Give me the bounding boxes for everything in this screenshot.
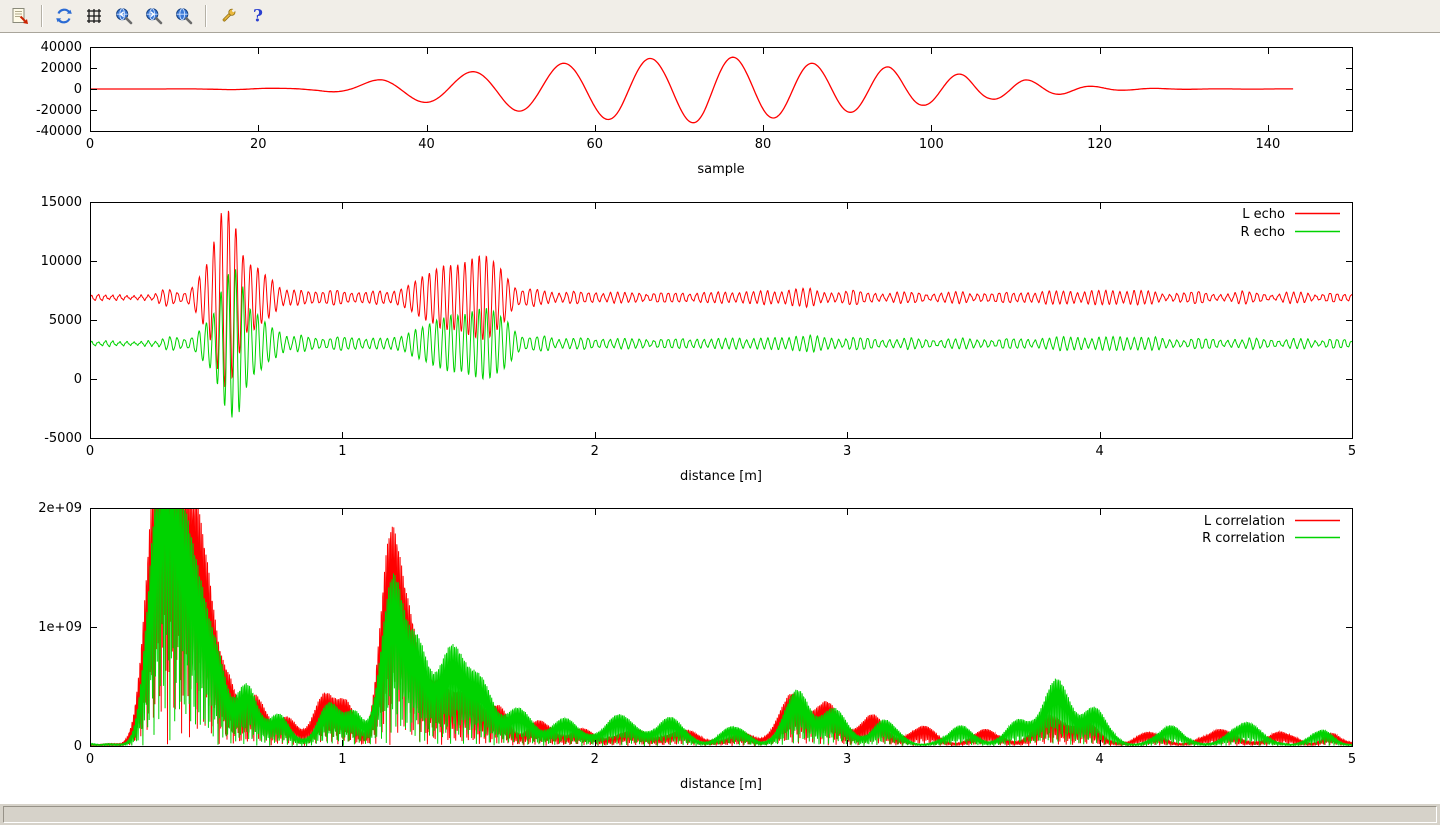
zoom-previous-button[interactable] (110, 3, 138, 30)
x-tick-label: 20 (250, 137, 267, 152)
x-tick-label: 140 (1255, 137, 1280, 152)
toolbar-separator (41, 5, 43, 27)
x-axis-label: distance [m] (680, 469, 762, 484)
zoom-next-icon (144, 6, 164, 26)
x-tick-label: 2 (591, 752, 599, 767)
status-message (3, 806, 1437, 823)
replot-icon (54, 6, 74, 26)
x-tick-label: 4 (1095, 444, 1103, 459)
gnuplot-window: ? 020406080100120140-40000-2000002000040… (0, 0, 1440, 825)
x-tick-label: 4 (1095, 752, 1103, 767)
grid-icon (84, 6, 104, 26)
toolbar: ? (0, 0, 1440, 33)
x-tick-label: 80 (755, 137, 772, 152)
clipboard-icon (10, 6, 30, 26)
y-tick-label: 10000 (41, 254, 82, 269)
y-tick-label: 20000 (41, 61, 82, 76)
y-tick-label: 0 (74, 739, 82, 754)
status-bar (0, 803, 1440, 825)
y-tick-label: 40000 (41, 40, 82, 55)
autoscale-button[interactable] (170, 3, 198, 30)
wrench-icon (218, 6, 238, 26)
toggle-grid-button[interactable] (80, 3, 108, 30)
chart-1: 0 20 40 60 80 100 120 140 -40000 -20000 0 20000 4000… (36, 40, 1353, 177)
y-tick-label: -5000 (44, 431, 82, 446)
configure-button[interactable] (214, 3, 242, 30)
series-r-correlation (90, 508, 1352, 746)
y-tick-label: 15000 (41, 195, 82, 210)
toolbar-separator (205, 5, 207, 27)
x-tick-label: 3 (843, 752, 851, 767)
y-tick-label: -40000 (36, 124, 82, 139)
series-l-echo (90, 211, 1352, 387)
x-tick-label: 5 (1348, 444, 1356, 459)
series-r-echo (90, 269, 1352, 417)
x-tick-label: 0 (86, 752, 94, 767)
y-tick-label: 5000 (49, 313, 82, 328)
zoom-previous-icon (114, 6, 134, 26)
x-tick-label: 0 (86, 137, 94, 152)
zoom-next-button[interactable] (140, 3, 168, 30)
autoscale-icon (174, 6, 194, 26)
y-tick-label: -20000 (36, 103, 82, 118)
x-tick-label: 3 (843, 444, 851, 459)
legend-label: R echo (1240, 225, 1285, 240)
plot-area[interactable]: 020406080100120140-40000-200000200004000… (0, 33, 1440, 803)
plot-border (91, 509, 1353, 747)
x-tick-label: 5 (1348, 752, 1356, 767)
plot-border (91, 48, 1353, 132)
plot-canvas: 020406080100120140-40000-200000200004000… (0, 33, 1440, 803)
chart-2: 0 1 2 3 4 5 -5000 0 5000 10000 15000 distance [m] L … (41, 195, 1357, 484)
x-tick-label: 2 (591, 444, 599, 459)
plot-border (91, 203, 1353, 439)
x-tick-label: 1 (338, 444, 346, 459)
x-tick-label: 1 (338, 752, 346, 767)
help-icon: ? (248, 6, 268, 26)
x-tick-label: 100 (919, 137, 944, 152)
x-axis-label: sample (697, 162, 744, 177)
y-tick-label: 0 (74, 372, 82, 387)
x-tick-label: 120 (1087, 137, 1112, 152)
replot-button[interactable] (50, 3, 78, 30)
x-tick-label: 0 (86, 444, 94, 459)
legend-label: L correlation (1204, 514, 1285, 529)
y-tick-label: 1e+09 (38, 620, 82, 635)
series-l-correlation (90, 508, 1352, 746)
chart-3: 0 1 2 3 4 5 0 1e+09 2e+09 distance [m] L correlati… (38, 501, 1356, 792)
legend-label: L echo (1242, 207, 1285, 222)
series-pulse (90, 57, 1293, 123)
y-tick-label: 0 (74, 82, 82, 97)
help-button[interactable]: ? (244, 3, 272, 30)
x-axis-label: distance [m] (680, 777, 762, 792)
x-tick-label: 40 (418, 137, 435, 152)
y-tick-label: 2e+09 (38, 501, 82, 516)
copy-plot-button[interactable] (6, 3, 34, 30)
legend-label: R correlation (1202, 531, 1285, 546)
x-tick-label: 60 (587, 137, 604, 152)
svg-text:?: ? (253, 7, 263, 27)
